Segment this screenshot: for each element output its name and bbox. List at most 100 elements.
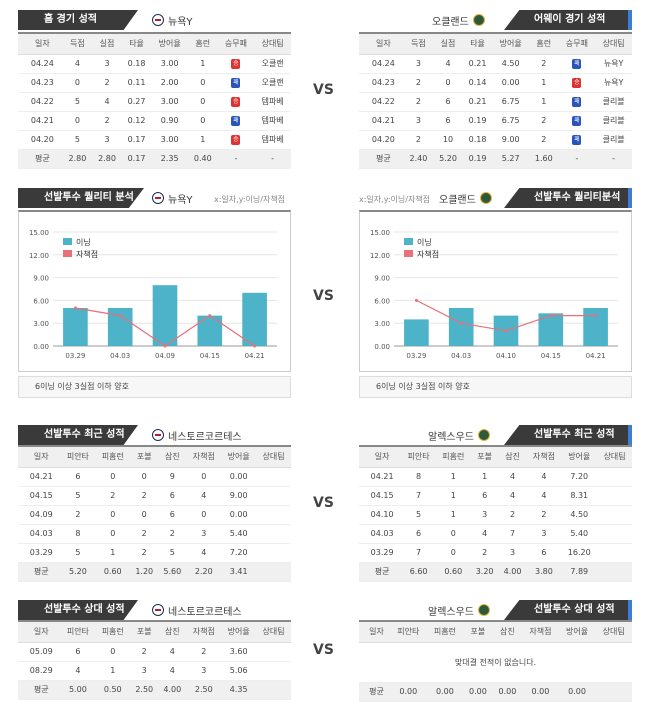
table-cell: 1 — [435, 467, 471, 487]
table-cell: 8 — [60, 524, 96, 544]
table-cell: 9 — [158, 467, 187, 487]
column-header: 상대팀 — [254, 34, 291, 55]
table-cell: 평균 — [18, 562, 61, 582]
table-cell: 패 — [217, 111, 255, 131]
table-cell: 04.15 — [18, 486, 61, 506]
table-cell: 0 — [186, 505, 222, 525]
table-cell: 7 — [498, 524, 527, 544]
y-tick-label: 12.00 — [29, 252, 49, 260]
average-row: 평균 6.60 0.60 3.20 4.00 3.80 7.89 — [359, 562, 632, 582]
table-cell: 3 — [92, 130, 122, 150]
table-cell: 2 — [470, 543, 499, 563]
table-cell: 1 — [95, 543, 131, 563]
table-cell: 4 — [92, 92, 122, 112]
table-row: 04.21 0 2 0.12 0.90 0 패 템파베 — [18, 111, 291, 131]
column-header: 타율 — [462, 34, 493, 55]
right-recent-pitcher: 알렉스우드 — [428, 425, 490, 445]
column-header: 상대팀 — [256, 622, 291, 643]
table-cell: 5.06 — [221, 661, 257, 681]
table-cell: 2 — [403, 92, 434, 112]
table-cell: 0 — [62, 73, 93, 93]
table-cell: - — [254, 149, 291, 169]
table-cell: 16.20 — [561, 543, 598, 563]
table-cell: 5 — [60, 543, 96, 563]
column-header: 삼진 — [492, 622, 523, 643]
table-cell: 04.20 — [359, 130, 404, 150]
table-cell: 6 — [158, 486, 187, 506]
table-cell — [597, 543, 632, 563]
column-header: 일자 — [359, 34, 404, 55]
table-cell: 2 — [158, 524, 187, 544]
table-cell: 0 — [188, 92, 218, 112]
table-cell: 4.50 — [492, 54, 530, 74]
away-record-table: 일자 득점 실점 타율 방어율 홈런 승무패 상대팀 04.24 3 4 0.21 4.50 2 패 뉴욕Y 0… — [359, 32, 632, 169]
table-cell: 4 — [433, 54, 463, 74]
left-recent-table: 일자 피안타 피홈런 포볼 삼진 자책점 방어율 상대팀 04.21 6 0 0 9 0 0.00 04.15… — [18, 445, 291, 582]
yankees-logo-icon — [152, 429, 164, 441]
earned-runs-point — [253, 344, 257, 348]
table-cell: 4.50 — [561, 505, 598, 525]
table-cell: 0.40 — [188, 149, 218, 169]
table-cell: 2.20 — [186, 562, 222, 582]
x-tick-label: 04.03 — [451, 352, 471, 360]
loss-badge: 패 — [572, 116, 582, 126]
column-header: 방어율 — [221, 447, 257, 468]
yankees-logo-icon — [152, 14, 164, 26]
table-cell: 04.09 — [18, 505, 61, 525]
table-cell: 2 — [92, 73, 122, 93]
loss-badge: 패 — [572, 135, 582, 145]
table-cell: 0.18 — [121, 54, 152, 74]
section-home-away: 홈 경기 성적 뉴욕Y 오클랜드 어웨이 경기 성적 일자 득점 실점 타율 방어율 홈런… — [0, 0, 650, 175]
table-row: 05.09 6 0 2 4 2 3.60 — [18, 642, 291, 662]
table-cell: 3.80 — [526, 562, 562, 582]
table-cell: 템파베 — [254, 111, 291, 131]
table-cell: 클리블 — [595, 130, 632, 150]
table-cell: 0.17 — [121, 130, 152, 150]
column-header: 타율 — [121, 34, 152, 55]
table-cell: 3.00 — [151, 92, 189, 112]
column-header: 포볼 — [463, 622, 493, 643]
column-header: 피홈런 — [95, 622, 131, 643]
y-tick-label: 9.00 — [33, 275, 49, 283]
table-cell — [256, 661, 291, 681]
table-row: 04.21 3 6 0.19 6.75 2 패 클리블 — [359, 111, 632, 131]
section-versus-pitcher: 선발투수 상대 성적 네스토르코르테스 알렉스우드 선발투수 상대 성적 일자 피… — [0, 600, 650, 712]
table-cell — [597, 562, 632, 582]
column-header: 실점 — [433, 34, 463, 55]
loss-badge: 패 — [572, 59, 582, 69]
table-cell: 4 — [526, 467, 562, 487]
table-cell: 3 — [130, 661, 159, 681]
table-cell: 3.60 — [221, 642, 257, 662]
table-cell: 2 — [130, 524, 159, 544]
left-axis-note: x:일자,y:이닝/자책점 — [214, 195, 286, 204]
table-cell — [597, 505, 632, 525]
table-cell: 템파베 — [254, 130, 291, 150]
table-cell: 1 — [188, 54, 218, 74]
y-tick-label: 0.00 — [33, 343, 49, 351]
column-header: 삼진 — [158, 622, 187, 643]
y-tick-label: 0.00 — [374, 343, 390, 351]
table-cell: 2 — [130, 642, 159, 662]
table-cell: 0.50 — [95, 680, 131, 700]
table-cell: - — [558, 149, 596, 169]
table-cell: - — [217, 149, 255, 169]
earned-runs-point — [549, 314, 553, 318]
table-cell: 패 — [217, 73, 255, 93]
table-cell: 2 — [186, 642, 222, 662]
innings-bar — [404, 319, 429, 346]
table-cell: 3.20 — [470, 562, 499, 582]
column-header: 일자 — [359, 447, 402, 468]
table-cell: 2 — [130, 486, 159, 506]
right-recent-table: 일자 피안타 피홈런 포볼 삼진 자책점 방어율 상대팀 04.21 8 1 1 4 4 7.20 04.15… — [359, 445, 632, 582]
legend-swatch-er — [63, 250, 72, 257]
table-cell: 9.00 — [221, 486, 257, 506]
table-cell: 승 — [217, 92, 255, 112]
table-cell: 0 — [95, 505, 131, 525]
left-versus-table: 일자 피안타 피홈런 포볼 삼진 자책점 방어율 상대팀 05.09 6 0 2 4 2 3.60 08.29… — [18, 620, 291, 700]
column-header: 삼진 — [158, 447, 187, 468]
table-cell: 3 — [186, 524, 222, 544]
vs-label: VS — [313, 288, 334, 304]
home-team: 뉴욕Y — [152, 10, 193, 30]
table-cell: 0.00 — [492, 682, 523, 702]
